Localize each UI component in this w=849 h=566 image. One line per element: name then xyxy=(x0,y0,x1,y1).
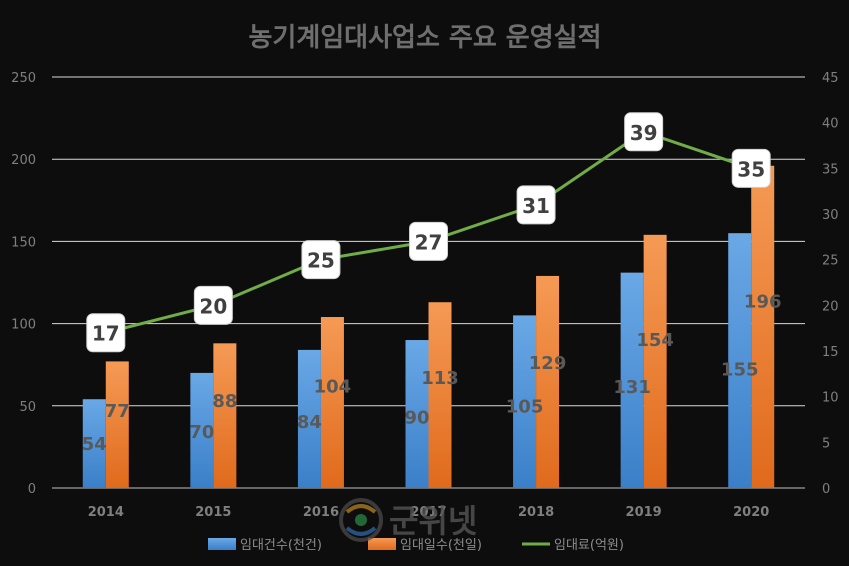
left-axis-tick-label: 250 xyxy=(11,71,36,86)
left-axis-tick-label: 50 xyxy=(19,400,36,415)
left-axis-tick-label: 0 xyxy=(28,482,36,497)
bar-data-label: 154 xyxy=(636,330,674,351)
right-axis-tick-label: 15 xyxy=(822,345,839,360)
line-label-box xyxy=(731,148,771,188)
right-axis-tick-label: 10 xyxy=(822,391,839,406)
x-axis-tick-label: 2014 xyxy=(88,505,124,520)
bar-rental-count xyxy=(620,272,644,488)
right-axis-tick-label: 30 xyxy=(822,208,839,223)
bar-data-label: 88 xyxy=(212,391,237,412)
bar-rental-days xyxy=(536,275,560,488)
right-axis-tick-label: 20 xyxy=(822,299,839,314)
right-axis-tick-label: 45 xyxy=(822,71,839,86)
line-label-box xyxy=(409,221,448,261)
x-axis-tick-label: 2020 xyxy=(733,505,769,520)
line-data-label: 39 xyxy=(630,121,658,145)
legend-label: 임대일수(천일) xyxy=(400,538,482,553)
bar-data-label: 113 xyxy=(421,368,459,389)
right-axis-tick-label: 35 xyxy=(822,162,839,177)
bar-rental-count xyxy=(297,349,321,488)
x-axis-tick-label: 2019 xyxy=(626,505,662,520)
legend-swatch xyxy=(208,538,236,550)
bar-data-label: 104 xyxy=(314,376,352,397)
line-label-box xyxy=(86,313,126,353)
bar-rental-count xyxy=(190,372,214,488)
bar-rental-days xyxy=(643,234,667,488)
legend-label: 임대료(억원) xyxy=(554,538,624,553)
line-label-box xyxy=(193,285,233,325)
line-data-label: 27 xyxy=(415,230,443,254)
chart-title: 농기계임대사업소 주요 운영실적 xyxy=(249,23,602,53)
bar-rental-count xyxy=(82,399,106,488)
bar-data-label: 84 xyxy=(297,412,322,433)
x-axis-tick-label: 2017 xyxy=(410,505,446,520)
right-axis-tick-label: 25 xyxy=(822,254,839,269)
left-axis-tick-label: 150 xyxy=(11,235,36,250)
right-axis-tick-label: 5 xyxy=(822,436,830,451)
right-axis-tick-label: 40 xyxy=(822,117,839,132)
bar-data-label: 196 xyxy=(744,292,782,313)
line-data-label: 25 xyxy=(307,249,335,273)
line-data-label: 31 xyxy=(522,194,550,218)
line-label-box xyxy=(516,185,556,225)
line-data-label: 17 xyxy=(92,322,120,346)
bar-rental-days xyxy=(213,343,237,488)
bar-data-label: 155 xyxy=(721,359,759,380)
bar-data-label: 105 xyxy=(506,396,544,417)
legend-swatch xyxy=(368,538,396,550)
bar-rental-count xyxy=(513,315,537,488)
bar-rental-count xyxy=(728,233,752,488)
line-label-box xyxy=(301,240,341,280)
bar-data-label: 129 xyxy=(529,353,567,374)
bar-rental-days xyxy=(105,361,129,488)
bar-data-label: 131 xyxy=(613,377,651,398)
line-data-label: 35 xyxy=(737,157,765,181)
x-axis-tick-label: 2015 xyxy=(195,505,231,520)
watermark-text: 군위넷 xyxy=(389,502,477,540)
bar-data-label: 90 xyxy=(404,407,429,428)
x-axis-tick-label: 2016 xyxy=(303,505,339,520)
bar-rental-days xyxy=(320,317,344,488)
left-axis-tick-label: 100 xyxy=(11,318,36,333)
bar-data-label: 77 xyxy=(105,401,130,422)
right-axis-tick-label: 0 xyxy=(822,482,830,497)
bar-rental-days xyxy=(428,302,452,488)
bar-data-label: 54 xyxy=(82,434,107,455)
line-data-label: 20 xyxy=(199,294,227,318)
bar-data-label: 70 xyxy=(189,422,214,443)
bar-rental-count xyxy=(405,340,429,488)
legend-label: 임대건수(천건) xyxy=(240,538,322,553)
watermark-logo: 군위넷 xyxy=(339,498,477,542)
line-label-box xyxy=(624,112,664,152)
bar-rental-days xyxy=(751,165,775,488)
left-axis-tick-label: 200 xyxy=(11,153,36,168)
x-axis-tick-label: 2018 xyxy=(518,505,554,520)
